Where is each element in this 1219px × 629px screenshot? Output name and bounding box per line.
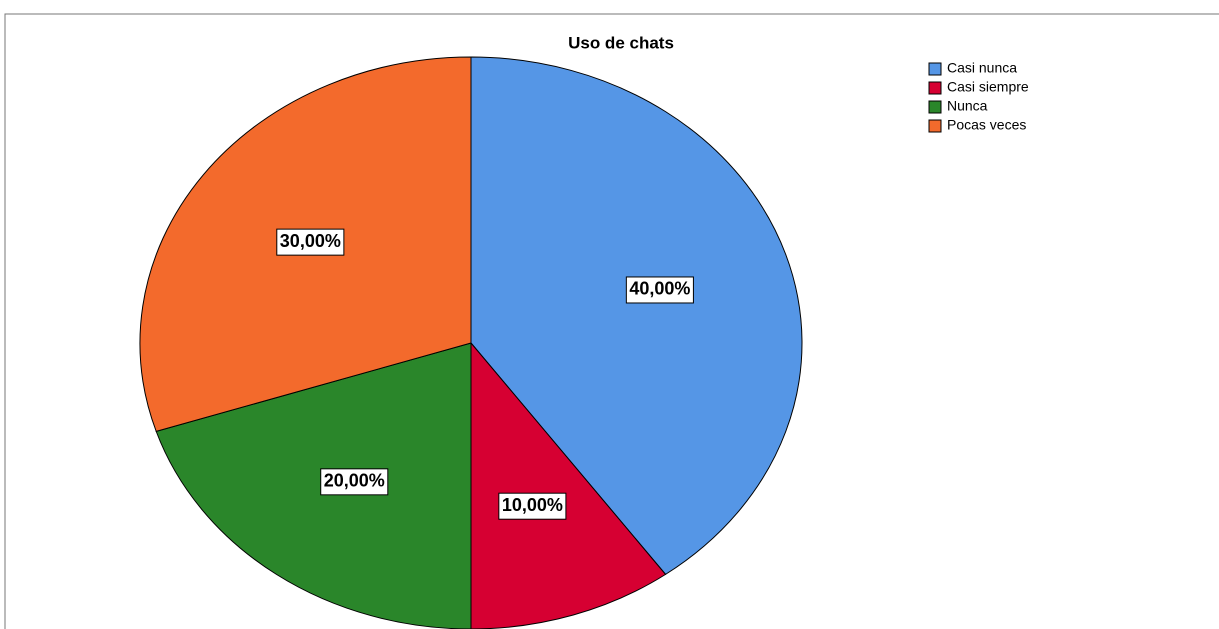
- legend-swatch: [928, 100, 942, 114]
- data-label: 30,00%: [280, 231, 341, 251]
- legend-swatch: [928, 62, 942, 76]
- legend-label: Pocas veces: [947, 117, 1026, 133]
- data-label-box: [498, 492, 567, 520]
- data-label: 40,00%: [629, 279, 690, 299]
- legend-label: Nunca: [947, 98, 988, 114]
- chart-title: Uso de chats: [568, 33, 674, 52]
- legend-label: Casi nunca: [947, 60, 1017, 76]
- data-label: 20,00%: [324, 471, 385, 491]
- pie-slice: [155, 342, 472, 629]
- legend-swatch: [928, 119, 942, 133]
- pie-slice: [470, 56, 803, 576]
- data-label: 10,00%: [502, 495, 563, 515]
- legend-swatch: [928, 81, 942, 95]
- data-label-box: [320, 468, 389, 496]
- data-label-box: [276, 228, 345, 256]
- legend-label: Casi siempre: [947, 79, 1029, 95]
- data-label-box: [625, 276, 694, 304]
